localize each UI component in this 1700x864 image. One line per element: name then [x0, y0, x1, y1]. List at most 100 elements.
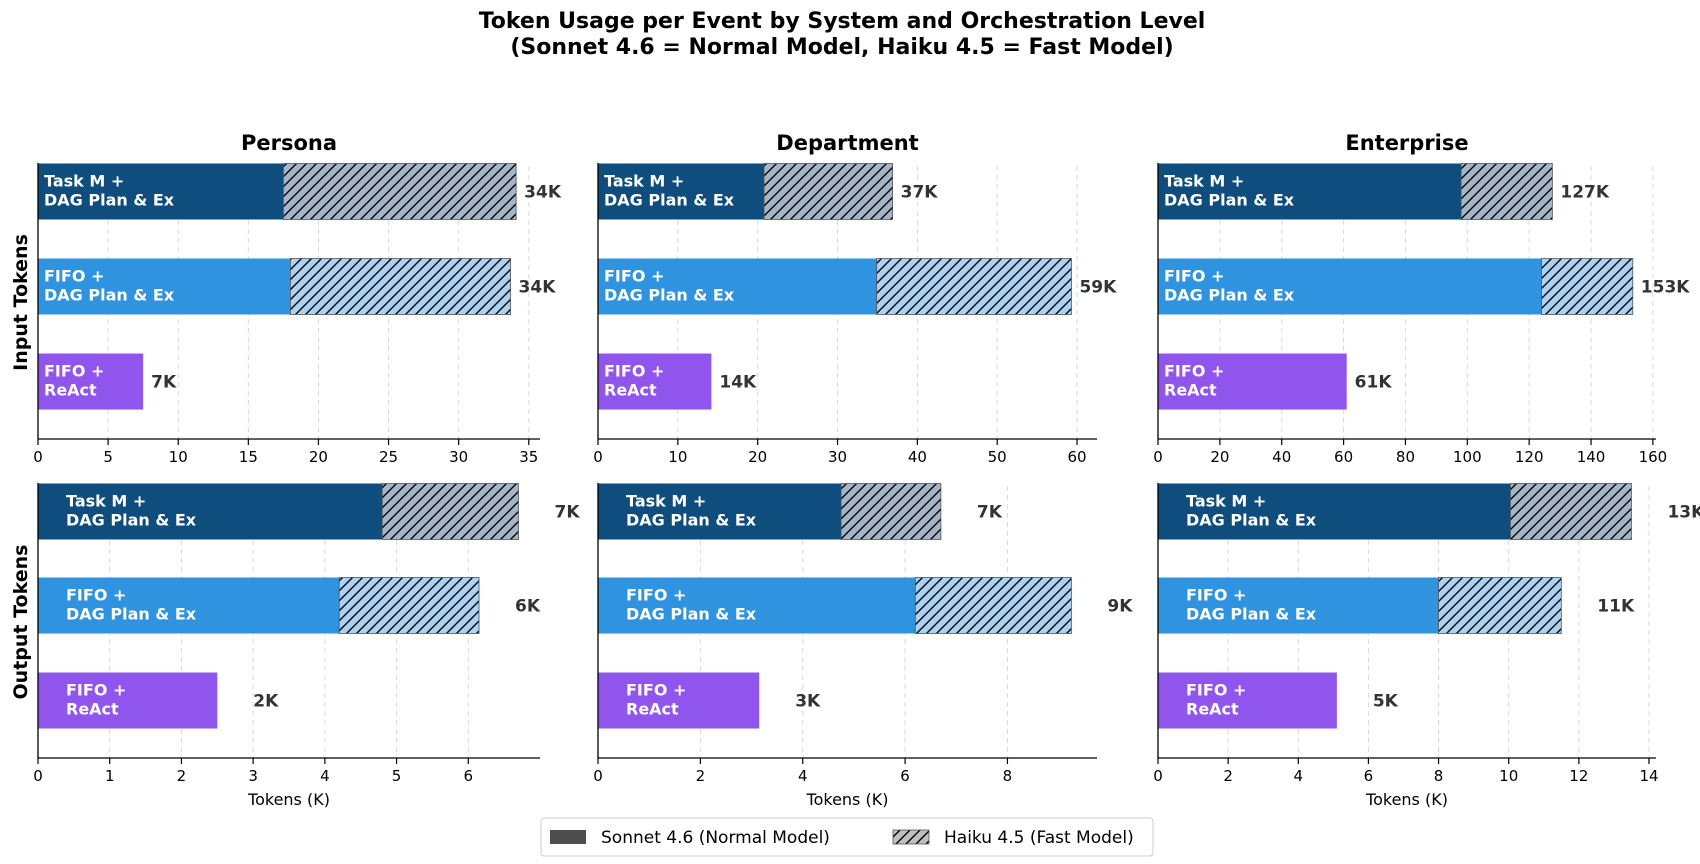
bar-category-label: DAG Plan & Ex	[626, 605, 757, 624]
bar-normal-1	[38, 577, 340, 634]
bar-category-label: FIFO +	[1164, 362, 1224, 381]
bar-value-label: 2K	[253, 692, 279, 712]
x-tick-label: 0	[593, 448, 603, 466]
bar-fast-hatch-0	[282, 163, 517, 220]
bar-category-label: DAG Plan & Ex	[1164, 286, 1295, 305]
bar-normal-1	[598, 577, 916, 634]
legend-frame	[540, 817, 1154, 857]
bar-value-label: 37K	[901, 183, 939, 203]
bar-category-label: FIFO +	[44, 267, 104, 286]
x-tick-label: 8	[1434, 767, 1444, 785]
x-tick-label: 10	[169, 448, 188, 466]
bar-category-label: DAG Plan & Ex	[1186, 605, 1317, 624]
bar-category-label: ReAct	[66, 700, 119, 719]
bar-category-label: DAG Plan & Ex	[1164, 191, 1295, 210]
bar-category-label: Task M +	[626, 492, 706, 511]
bar-category-label: DAG Plan & Ex	[1186, 511, 1317, 530]
x-tick-label: 6	[1364, 767, 1374, 785]
bar-fast-hatch-1	[338, 577, 480, 634]
bar-category-label: Task M +	[1164, 172, 1244, 191]
bar-value-label: 13K	[1667, 503, 1700, 523]
bar-normal-1	[1158, 258, 1542, 315]
bar-category-label: DAG Plan & Ex	[44, 191, 175, 210]
bar-value-label: 5K	[1373, 692, 1399, 712]
x-tick-label: 0	[33, 767, 43, 785]
x-tick-label: 0	[33, 448, 43, 466]
bar-value-label: 7K	[151, 373, 177, 393]
x-tick-label: 40	[908, 448, 927, 466]
bar-value-label: 34K	[519, 278, 557, 298]
bar-category-label: DAG Plan & Ex	[626, 511, 757, 530]
bar-category-label: FIFO +	[626, 681, 686, 700]
x-tick-label: 60	[1334, 448, 1353, 466]
bar-category-label: FIFO +	[604, 362, 664, 381]
bar-category-label: Task M +	[1186, 492, 1266, 511]
bar-normal-0	[1158, 163, 1462, 220]
bar-normal-2	[1158, 353, 1347, 410]
panel-title-persona: Persona	[241, 131, 337, 155]
x-axis-label: Tokens (K)	[806, 790, 889, 809]
x-tick-label: 6	[464, 767, 474, 785]
x-tick-label: 0	[593, 767, 603, 785]
x-tick-label: 120	[1515, 448, 1544, 466]
bar-category-label: FIFO +	[66, 586, 126, 605]
bar-fast-hatch-0	[1510, 483, 1632, 540]
bar-normal-2	[598, 353, 712, 410]
bar-normal-1	[598, 258, 877, 315]
x-tick-label: 20	[748, 448, 767, 466]
x-tick-label: 35	[519, 448, 538, 466]
x-tick-label: 30	[449, 448, 468, 466]
bar-normal-1	[38, 258, 291, 315]
bar-category-label: ReAct	[44, 381, 97, 400]
bar-fast-hatch-0	[381, 483, 519, 540]
x-tick-label: 2	[696, 767, 706, 785]
legend: Sonnet 4.6 (Normal Model) Haiku 4.5 (Fast…	[540, 817, 1154, 857]
bar-fast-hatch-1	[1438, 577, 1562, 634]
bar-normal-0	[598, 483, 842, 540]
x-tick-label: 5	[103, 448, 113, 466]
x-tick-label: 4	[1294, 767, 1304, 785]
bar-normal-2	[1158, 672, 1337, 729]
bar-value-label: 6K	[515, 597, 541, 617]
x-tick-label: 0	[1153, 448, 1163, 466]
bar-normal-1	[1158, 577, 1439, 634]
x-tick-label: 4	[798, 767, 808, 785]
bar-value-label: 11K	[1597, 597, 1635, 617]
x-tick-label: 2	[1223, 767, 1233, 785]
bar-normal-0	[38, 483, 383, 540]
bar-category-label: DAG Plan & Ex	[604, 286, 735, 305]
bar-category-label: DAG Plan & Ex	[66, 605, 197, 624]
legend-swatch-normal	[550, 830, 586, 844]
bar-value-label: 59K	[1079, 278, 1117, 298]
panel-title-department: Department	[776, 131, 918, 155]
bar-fast-hatch-0	[840, 483, 942, 540]
x-tick-label: 140	[1577, 448, 1606, 466]
bar-value-label: 61K	[1355, 373, 1393, 393]
bar-category-label: Task M +	[604, 172, 684, 191]
row-label-output-tokens: Output Tokens	[10, 545, 32, 700]
x-tick-label: 100	[1453, 448, 1482, 466]
x-tick-label: 60	[1067, 448, 1086, 466]
panel-title-enterprise: Enterprise	[1345, 131, 1468, 155]
bar-value-label: 127K	[1560, 183, 1609, 203]
row-label-input-tokens: Input Tokens	[10, 234, 32, 371]
x-tick-label: 50	[988, 448, 1007, 466]
bar-category-label: ReAct	[1186, 700, 1239, 719]
x-tick-label: 3	[248, 767, 258, 785]
x-tick-label: 15	[239, 448, 258, 466]
bar-category-label: DAG Plan & Ex	[604, 191, 735, 210]
bar-value-label: 3K	[795, 692, 821, 712]
bar-normal-2	[598, 672, 760, 729]
bar-fast-hatch-0	[763, 163, 894, 220]
chart-title-line-1: Token Usage per Event by System and Orch…	[479, 9, 1206, 34]
legend-label-fast: Haiku 4.5 (Fast Model)	[944, 828, 1134, 848]
bar-normal-0	[1158, 483, 1511, 540]
x-axis-label: Tokens (K)	[247, 790, 330, 809]
bar-fast-hatch-1	[1541, 258, 1634, 315]
